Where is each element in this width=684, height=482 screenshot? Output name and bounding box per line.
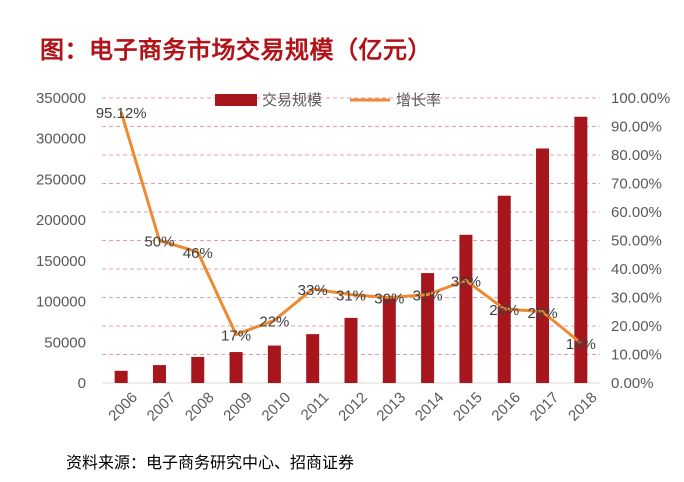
- bar: [191, 356, 205, 383]
- left-axis-tick-label: 0: [78, 375, 86, 392]
- line-series: [119, 111, 582, 345]
- data-label: 25%: [528, 305, 558, 322]
- right-axis-tick-label: 50.00%: [611, 233, 662, 250]
- right-axis-tick-label: 60.00%: [611, 204, 662, 221]
- growth-rate-line: [119, 111, 582, 345]
- right-axis-tick-label: 10.00%: [611, 347, 662, 364]
- right-axis-tick-label: 80.00%: [611, 147, 662, 164]
- legend: 交易规模 增长率: [215, 91, 441, 109]
- bar: [267, 345, 281, 383]
- x-axis-tick-label: 2012: [335, 389, 371, 425]
- data-label: 50%: [144, 234, 174, 251]
- x-axis-tick-label: 2016: [488, 389, 524, 425]
- bar: [574, 116, 588, 383]
- right-axis-tick-label: 70.00%: [611, 176, 662, 193]
- data-label: 46%: [183, 245, 213, 262]
- data-label: 22%: [259, 313, 289, 330]
- data-label: 14%: [566, 336, 596, 353]
- bar: [421, 273, 435, 383]
- right-axis-tick-label: 20.00%: [611, 318, 662, 335]
- bar: [536, 148, 550, 383]
- left-axis-tick-label: 200000: [36, 212, 86, 229]
- data-label: 31%: [336, 288, 366, 305]
- right-axis-tick-label: 0.00%: [611, 375, 654, 392]
- x-axis-tick-label: 2009: [220, 389, 256, 425]
- left-axis-tick-label: 300000: [36, 131, 86, 148]
- x-axis-tick-label: 2006: [105, 389, 141, 425]
- right-axis-tick-label: 40.00%: [611, 261, 662, 278]
- left-axis-tick-label: 50000: [44, 334, 86, 351]
- data-label: 33%: [298, 282, 328, 299]
- x-axis-tick-label: 2018: [565, 389, 601, 425]
- data-label: 95.12%: [96, 105, 147, 122]
- bar: [459, 234, 473, 383]
- bar: [344, 317, 358, 383]
- source-note: 资料来源：电子商务研究中心、招商证券: [66, 453, 355, 472]
- left-axis-tick-label: 250000: [36, 171, 86, 188]
- right-axis-tick-label: 30.00%: [611, 290, 662, 307]
- right-axis-tick-label: 100.00%: [611, 90, 670, 107]
- x-axis-tick-label: 2011: [298, 389, 333, 424]
- left-axis-tick-label: 100000: [36, 294, 86, 311]
- data-label: 30%: [374, 291, 404, 308]
- x-axis-tick-label: 2013: [373, 389, 409, 425]
- legend-label: 增长率: [396, 91, 441, 109]
- left-axis-tick-label: 350000: [36, 90, 86, 107]
- left-axis-tick-label: 150000: [36, 253, 86, 270]
- bar: [382, 298, 396, 383]
- chart-title: 图：电子商务市场交易规模（亿元）: [40, 36, 432, 64]
- bar: [497, 195, 511, 383]
- data-label: 26%: [489, 302, 519, 319]
- bar: [152, 365, 166, 383]
- x-axis-tick-label: 2008: [182, 389, 218, 425]
- legend-label: 交易规模: [262, 91, 322, 109]
- bar-series: [114, 116, 588, 383]
- bar: [306, 334, 320, 383]
- x-axis-tick-label: 2014: [412, 389, 448, 425]
- left-axis-ticks: 0 50000 100000 150000 200000 250000 300000 3500…: [36, 90, 86, 392]
- data-label: 17%: [221, 328, 251, 345]
- x-axis-ticks: 2006 2007 2008 2009 2010 2011 2012 2013 2014 2015…: [105, 389, 600, 425]
- x-axis-tick-label: 2017: [527, 389, 563, 425]
- x-axis-tick-label: 2010: [259, 389, 295, 425]
- bar: [229, 352, 243, 383]
- x-axis-tick-label: 2015: [450, 389, 486, 425]
- data-label: 36%: [451, 273, 481, 290]
- right-axis-tick-label: 90.00%: [611, 119, 662, 136]
- x-axis-tick-label: 2007: [144, 389, 180, 425]
- data-label: 31%: [413, 288, 443, 305]
- data-labels: 95.12% 50% 46% 17% 22% 33% 31% 30% 31% 36% 26% 25% 1…: [96, 105, 596, 353]
- bar: [114, 370, 128, 383]
- right-axis-ticks: 0.00% 10.00% 20.00% 30.00% 40.00% 50.00% 60.00…: [611, 90, 670, 392]
- legend-swatch-bar: [215, 94, 257, 106]
